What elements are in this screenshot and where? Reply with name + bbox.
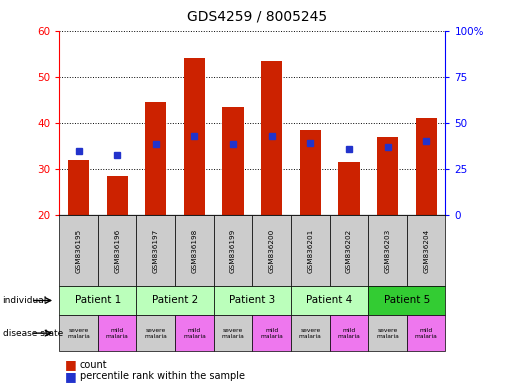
- Bar: [184, 58, 205, 215]
- Bar: [261, 61, 282, 215]
- Text: GSM836195: GSM836195: [76, 228, 81, 273]
- Text: GSM836198: GSM836198: [192, 228, 197, 273]
- Bar: [338, 162, 359, 215]
- Text: individual: individual: [3, 296, 47, 305]
- Text: mild
malaria: mild malaria: [106, 328, 129, 339]
- Bar: [68, 160, 89, 215]
- Text: Patient 1: Patient 1: [75, 295, 121, 306]
- Bar: [222, 107, 244, 215]
- Text: mild
malaria: mild malaria: [337, 328, 360, 339]
- Text: Patient 5: Patient 5: [384, 295, 430, 306]
- Text: Patient 2: Patient 2: [152, 295, 198, 306]
- Text: mild
malaria: mild malaria: [260, 328, 283, 339]
- Text: mild
malaria: mild malaria: [415, 328, 438, 339]
- Text: GSM836200: GSM836200: [269, 228, 274, 273]
- Text: GSM836204: GSM836204: [423, 228, 429, 273]
- Text: GSM836197: GSM836197: [153, 228, 159, 273]
- Text: severe
malaria: severe malaria: [144, 328, 167, 339]
- Text: Patient 4: Patient 4: [306, 295, 353, 306]
- Bar: [300, 130, 321, 215]
- Bar: [416, 118, 437, 215]
- Text: mild
malaria: mild malaria: [183, 328, 206, 339]
- Text: severe
malaria: severe malaria: [299, 328, 322, 339]
- Text: Patient 3: Patient 3: [229, 295, 276, 306]
- Text: GSM836196: GSM836196: [114, 228, 120, 273]
- Text: severe
malaria: severe malaria: [376, 328, 399, 339]
- Bar: [107, 176, 128, 215]
- Text: GSM836203: GSM836203: [385, 228, 390, 273]
- Bar: [377, 137, 398, 215]
- Text: percentile rank within the sample: percentile rank within the sample: [80, 371, 245, 381]
- Bar: [145, 102, 166, 215]
- Text: ■: ■: [64, 358, 76, 371]
- Text: GSM836201: GSM836201: [307, 228, 313, 273]
- Text: ■: ■: [64, 370, 76, 383]
- Text: count: count: [80, 360, 108, 370]
- Text: severe
malaria: severe malaria: [221, 328, 245, 339]
- Text: GDS4259 / 8005245: GDS4259 / 8005245: [187, 10, 328, 23]
- Text: severe
malaria: severe malaria: [67, 328, 90, 339]
- Text: GSM836202: GSM836202: [346, 228, 352, 273]
- Text: GSM836199: GSM836199: [230, 228, 236, 273]
- Text: disease state: disease state: [3, 329, 63, 338]
